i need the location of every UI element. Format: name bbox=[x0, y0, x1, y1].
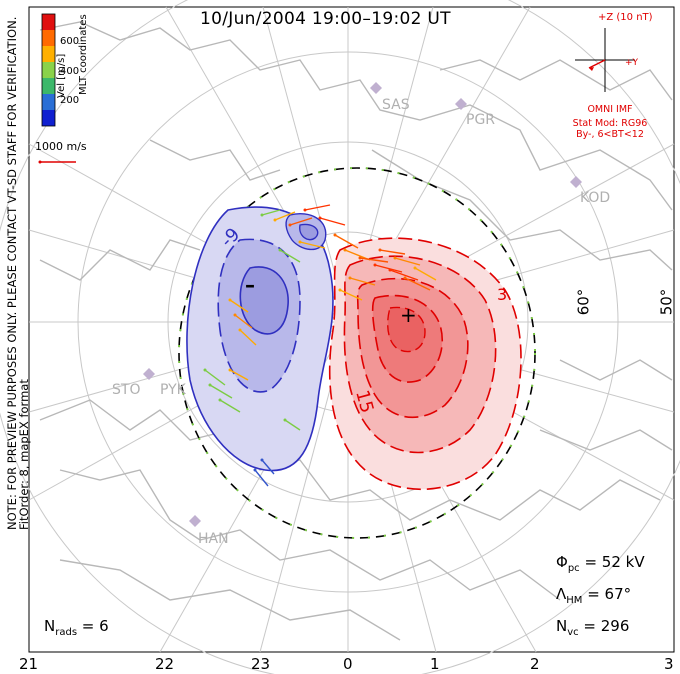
cross-polar-potential: Φpc = 52 kV bbox=[556, 553, 645, 574]
imf-z-label: +Z (10 nT) bbox=[598, 12, 653, 23]
map-title: 10/Jun/2004 19:00–19:02 UT bbox=[200, 9, 451, 29]
mlt-tick-22: 22 bbox=[155, 655, 175, 673]
velocity-tick-200: 200 bbox=[60, 95, 80, 106]
mlt-tick-1: 1 bbox=[430, 655, 440, 673]
radar-count: Nrads = 6 bbox=[44, 617, 109, 638]
velocity-tick-600: 600 bbox=[60, 36, 80, 47]
station-marker bbox=[370, 82, 382, 94]
imf-y-label: +Y bbox=[625, 58, 639, 68]
vector-count-value: 296 bbox=[600, 617, 630, 635]
station-marker bbox=[455, 98, 467, 110]
station-label-sto: STO bbox=[112, 382, 141, 398]
mlt-tick-2: 2 bbox=[530, 655, 540, 673]
station-label-sas: SAS bbox=[382, 97, 410, 113]
radar-count-value: 6 bbox=[99, 617, 109, 635]
station-label-pgr: PGR bbox=[466, 112, 496, 128]
stat-model-label: Stat Mod: RG96 bbox=[572, 118, 648, 129]
preview-note: NOTE: FOR PREVIEW PURPOSES ONLY. PLEASE … bbox=[5, 17, 31, 530]
mlt-tick-3: 3 bbox=[664, 655, 674, 673]
mlt-tick-23: 23 bbox=[251, 655, 271, 673]
velocity-colorbar bbox=[41, 13, 56, 127]
imf-source: OMNI IMF bbox=[587, 104, 633, 115]
station-label-kod: KOD bbox=[580, 190, 611, 206]
hm-latitude: ΛHM = 67° bbox=[556, 585, 632, 606]
mlt-tick-21: 21 bbox=[19, 655, 39, 673]
negative-convection-cell bbox=[186, 206, 334, 472]
hm-latitude-value: 67° bbox=[604, 585, 632, 603]
positive-convection-cell bbox=[328, 237, 522, 490]
potential-min-mark: – bbox=[245, 273, 255, 297]
cross-polar-potential-value: 52 kV bbox=[601, 553, 645, 571]
station-marker bbox=[143, 368, 155, 380]
stat-model-condition: By-, 6<BT<12 bbox=[576, 129, 644, 140]
station-label-pyk: PYK bbox=[160, 382, 186, 398]
latitude-label-60: 60° bbox=[574, 288, 593, 316]
imf-vector bbox=[588, 59, 606, 69]
station-markers bbox=[143, 82, 582, 527]
station-label-han: HAN bbox=[198, 531, 229, 547]
coordinate-system-label: MLT coordinates bbox=[78, 14, 89, 95]
mlt-tick-0: 0 bbox=[343, 655, 353, 673]
velocity-tick-400: 400 bbox=[60, 66, 80, 77]
station-marker bbox=[189, 515, 201, 527]
contour-label-outer: 3 bbox=[497, 285, 507, 304]
station-marker bbox=[570, 176, 582, 188]
potential-max-mark: + bbox=[400, 303, 417, 327]
vector-count: Nvc = 296 bbox=[556, 617, 630, 638]
latitude-label-50: 50° bbox=[657, 288, 676, 316]
imf-arrowhead bbox=[589, 67, 594, 71]
scale-vector-origin bbox=[38, 160, 42, 164]
hm-boundary-markers bbox=[178, 167, 536, 539]
fit-order-line: FitOrder: 8, mapEX format bbox=[17, 379, 31, 530]
velocity-vectors bbox=[203, 204, 437, 487]
scale-vector-label: 1000 m/s bbox=[35, 140, 87, 153]
